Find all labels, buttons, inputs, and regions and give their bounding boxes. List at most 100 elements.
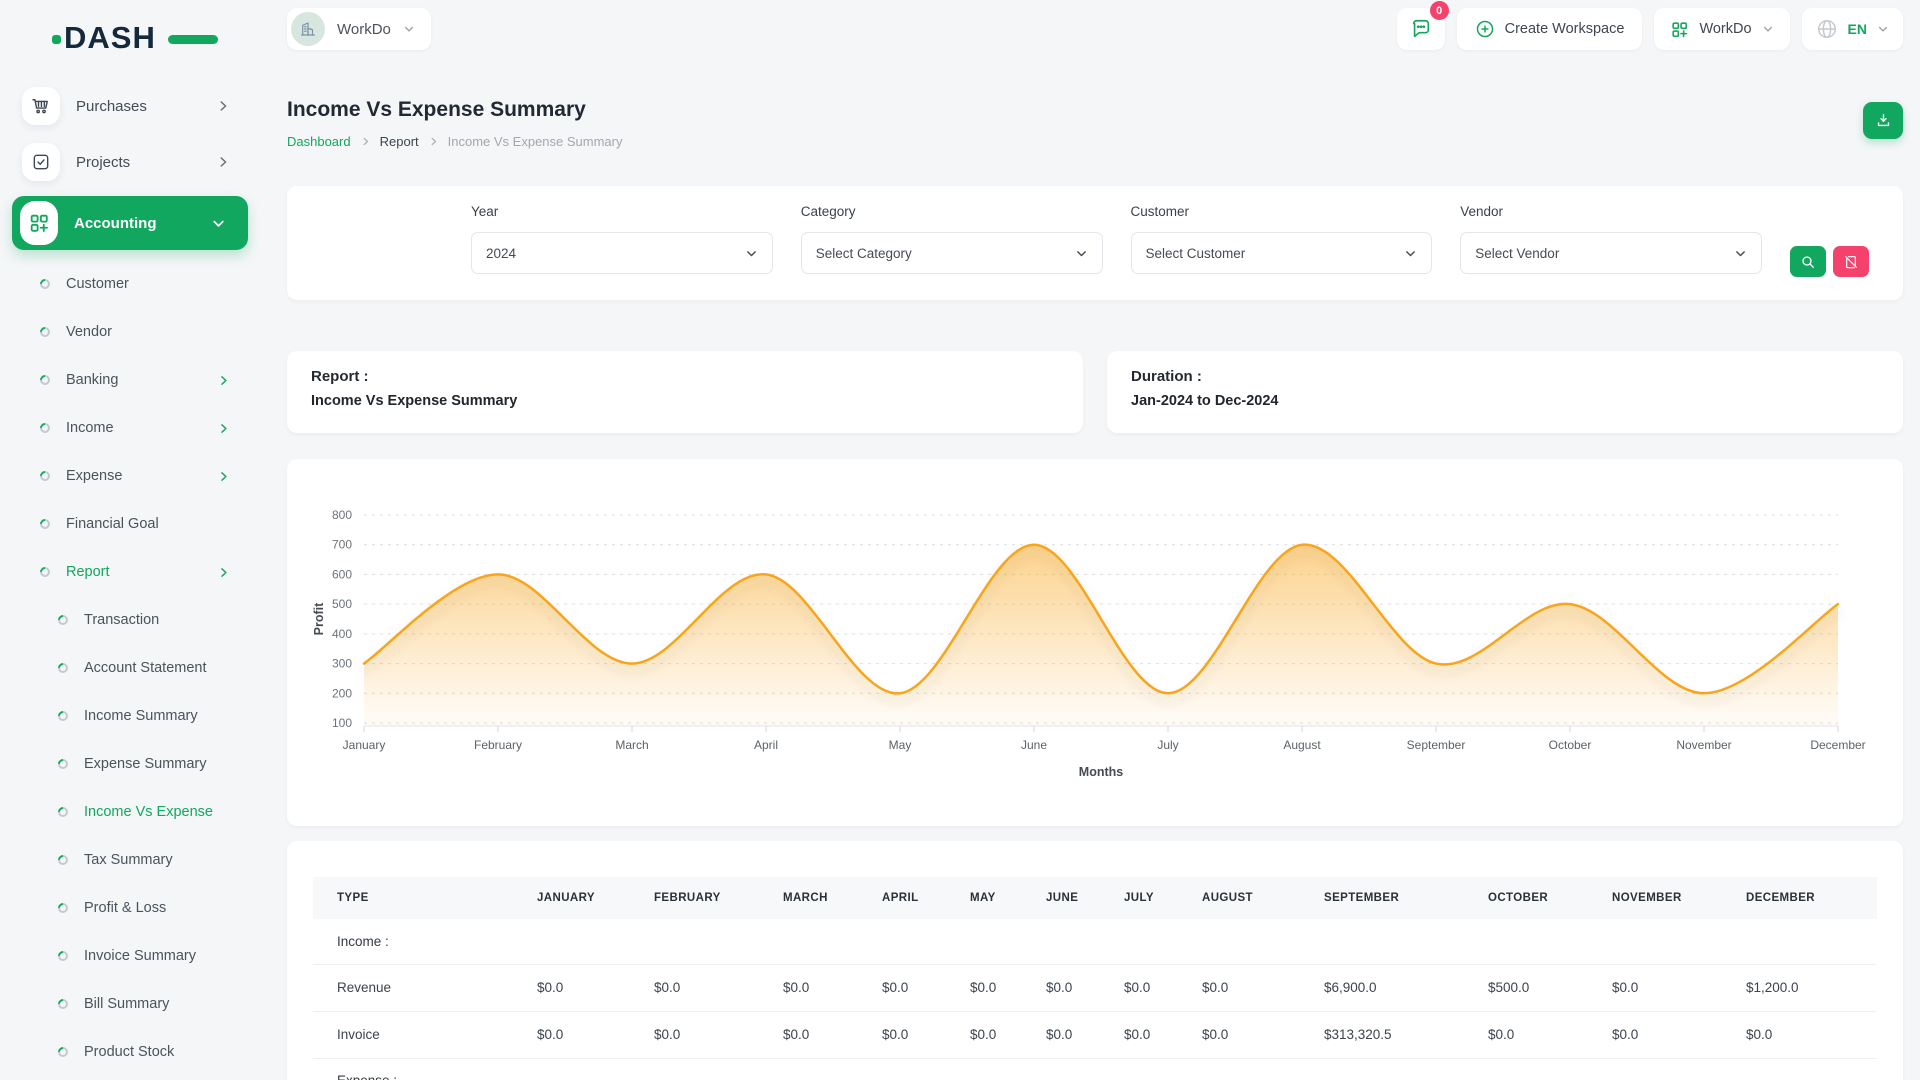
- workspace-menu-button[interactable]: WorkDo: [1654, 8, 1789, 50]
- app-logo[interactable]: DASH: [64, 20, 194, 56]
- vendor-label: Vendor: [1460, 204, 1762, 219]
- table-row-label: Invoice: [313, 1011, 537, 1058]
- x-axis-tick-label: June: [1021, 738, 1047, 752]
- breadcrumb-current: Income Vs Expense Summary: [448, 134, 623, 149]
- sidebar-item[interactable]: Tax Summary: [0, 836, 262, 884]
- duration-label: Duration :: [1131, 368, 1879, 385]
- table-column-header: DECEMBER: [1746, 877, 1877, 919]
- sidebar-item[interactable]: Invoice Summary: [0, 932, 262, 980]
- table-section-label: Expense :: [313, 1058, 1877, 1080]
- y-axis-tick-label: 600: [332, 567, 352, 581]
- sidebar-item-label: Income: [66, 420, 114, 436]
- customer-label: Customer: [1131, 204, 1433, 219]
- page-title: Income Vs Expense Summary: [287, 98, 1903, 122]
- chevron-right-icon: [428, 136, 439, 147]
- sidebar-item-label: Report: [66, 564, 110, 580]
- table-cell: $0.0: [783, 964, 882, 1011]
- bullet-icon: [56, 661, 70, 675]
- sidebar-item-label: Bill Summary: [84, 996, 169, 1012]
- bullet-icon: [56, 853, 70, 867]
- sidebar-item[interactable]: Banking: [0, 356, 262, 404]
- workspace-menu-label: WorkDo: [1699, 21, 1751, 37]
- bullet-icon: [38, 421, 52, 435]
- year-select-value: 2024: [486, 246, 516, 261]
- category-select[interactable]: Select Category: [801, 232, 1103, 274]
- bullet-icon: [56, 613, 70, 627]
- sidebar-item[interactable]: Bill Summary: [0, 980, 262, 1028]
- report-label: Report :: [311, 368, 1059, 385]
- x-axis-tick-label: December: [1810, 738, 1865, 752]
- sidebar-item[interactable]: Transaction: [0, 596, 262, 644]
- table-cell: $0.0: [537, 1011, 654, 1058]
- table-cell: $0.0: [1202, 964, 1324, 1011]
- table-section-row: Income :: [313, 919, 1877, 964]
- search-icon: [1800, 254, 1816, 270]
- messages-button[interactable]: 0: [1397, 8, 1445, 50]
- table-column-header: MAY: [970, 877, 1046, 919]
- sidebar-item-label: Income Summary: [84, 708, 198, 724]
- table-cell: $0.0: [970, 964, 1046, 1011]
- topbar: WorkDo 0 Create Workspace: [287, 0, 1903, 58]
- plus-circle-icon: [1475, 19, 1495, 39]
- sidebar-item[interactable]: Income Summary: [0, 692, 262, 740]
- sidebar-item[interactable]: Income Vs Expense: [0, 788, 262, 836]
- bullet-icon: [56, 997, 70, 1011]
- chart-x-axis: JanuaryFebruaryMarchAprilMayJuneJulyAugu…: [343, 726, 1866, 779]
- sidebar-item[interactable]: Expense: [0, 452, 262, 500]
- bullet-icon: [38, 469, 52, 483]
- table-cell: $0.0: [1612, 964, 1746, 1011]
- workspace-chip[interactable]: WorkDo: [287, 8, 431, 50]
- sidebar-item-projects[interactable]: Projects: [0, 138, 262, 186]
- sidebar-item[interactable]: Report: [0, 548, 262, 596]
- sidebar-item[interactable]: Financial Goal: [0, 500, 262, 548]
- sidebar-item-purchases[interactable]: Purchases: [0, 82, 262, 130]
- table-section-row: Expense :: [313, 1058, 1877, 1080]
- vendor-select[interactable]: Select Vendor: [1460, 232, 1762, 274]
- chevron-right-icon: [217, 470, 230, 483]
- filter-customer: Customer Select Customer: [1131, 204, 1433, 300]
- duration-value: Jan-2024 to Dec-2024: [1131, 393, 1879, 409]
- sidebar-item[interactable]: Account Statement: [0, 644, 262, 692]
- globe-icon: [1816, 18, 1838, 40]
- table-cell: $500.0: [1488, 964, 1612, 1011]
- chevron-right-icon: [217, 566, 230, 579]
- table-cell: $0.0: [783, 1011, 882, 1058]
- sidebar-item[interactable]: Cash Flow: [0, 1076, 262, 1080]
- bullet-icon: [56, 757, 70, 771]
- sidebar-item-label: Tax Summary: [84, 852, 173, 868]
- year-label: Year: [471, 204, 773, 219]
- bullet-icon: [38, 325, 52, 339]
- table-cell: $0.0: [1746, 1011, 1877, 1058]
- sidebar-item[interactable]: Customer: [0, 260, 262, 308]
- sidebar-accounting-menu: Customer Vendor Banking Income: [0, 260, 262, 1080]
- customer-select[interactable]: Select Customer: [1131, 232, 1433, 274]
- create-workspace-button[interactable]: Create Workspace: [1457, 8, 1643, 50]
- download-button[interactable]: [1863, 102, 1903, 139]
- sidebar-item-label: Expense: [66, 468, 122, 484]
- download-icon: [1875, 112, 1892, 129]
- breadcrumb-dashboard[interactable]: Dashboard: [287, 134, 351, 149]
- filter-panel: Year 2024 Category Select Category Custo…: [287, 186, 1903, 300]
- year-select[interactable]: 2024: [471, 232, 773, 274]
- chart-card: 100200300400500600700800JanuaryFebruaryM…: [287, 459, 1903, 826]
- sidebar-item[interactable]: Product Stock: [0, 1028, 262, 1076]
- breadcrumb-report[interactable]: Report: [380, 134, 419, 149]
- reset-filter-button[interactable]: [1833, 246, 1869, 277]
- apply-filter-button[interactable]: [1790, 246, 1826, 277]
- x-axis-tick-label: March: [615, 738, 648, 752]
- sidebar-item[interactable]: Profit & Loss: [0, 884, 262, 932]
- sidebar-item[interactable]: Income: [0, 404, 262, 452]
- y-axis-tick-label: 400: [332, 627, 352, 641]
- sidebar-item-label: Financial Goal: [66, 516, 159, 532]
- chevron-right-icon: [360, 136, 371, 147]
- chevron-right-icon: [217, 374, 230, 387]
- x-axis-tick-label: November: [1676, 738, 1731, 752]
- bullet-icon: [56, 805, 70, 819]
- language-selector[interactable]: EN: [1802, 8, 1903, 50]
- sidebar-item[interactable]: Vendor: [0, 308, 262, 356]
- table-column-header: JUNE: [1046, 877, 1124, 919]
- grid-plus-icon: [1670, 20, 1689, 39]
- sidebar-item[interactable]: Expense Summary: [0, 740, 262, 788]
- grid-plus-icon: [20, 201, 58, 245]
- sidebar-item-accounting[interactable]: Accounting: [12, 196, 248, 250]
